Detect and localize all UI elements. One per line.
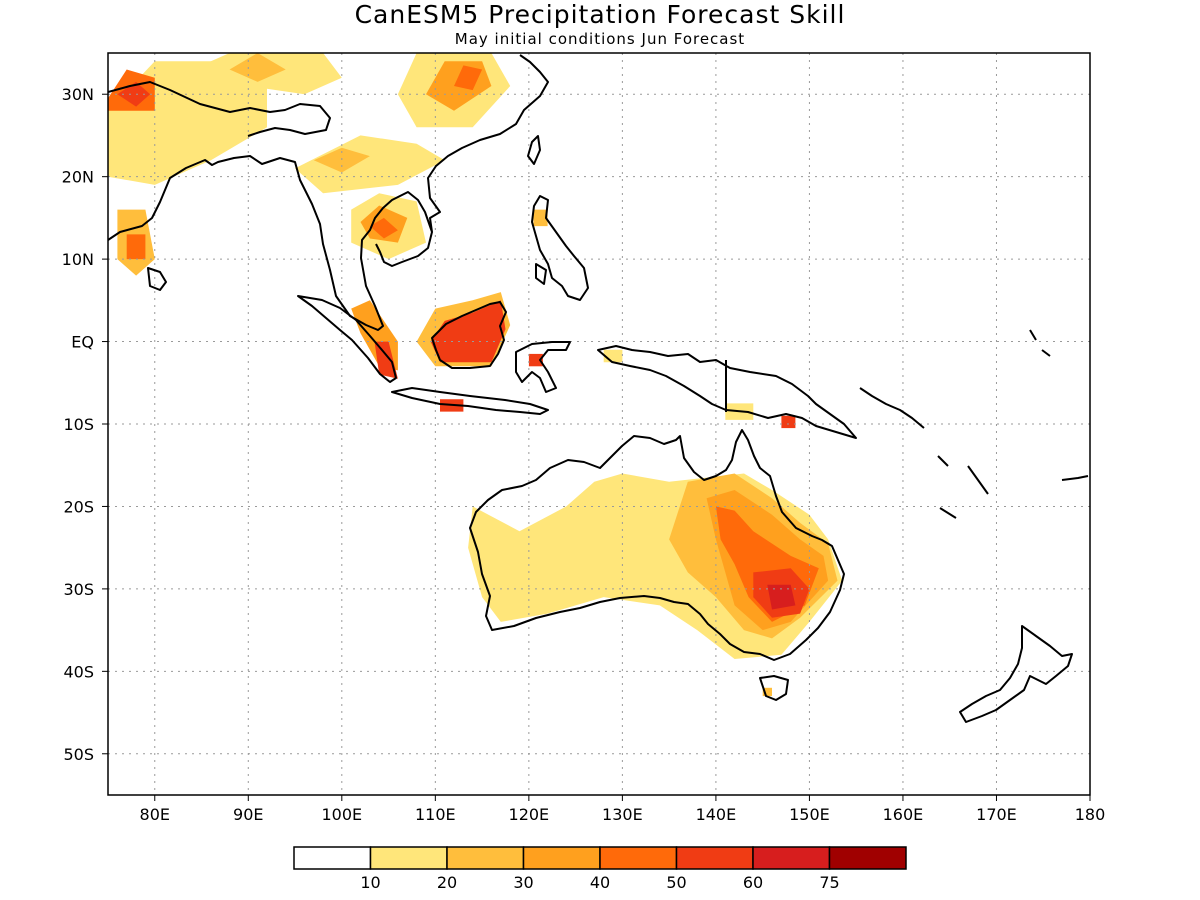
x-tick-label: 160E [883,805,924,824]
y-axis-labels: 30N 20N 10N EQ 10S 20S 30S 40S 50S [62,85,108,764]
y-tick-label: 30S [63,580,94,599]
x-tick-label: 130E [602,805,643,824]
colorbar-label: 20 [437,873,457,892]
x-axis-labels: 80E 90E 100E 110E 120E 130E 140E 150E 160E 170E 18… [140,795,1106,824]
x-tick-label: 140E [696,805,737,824]
y-tick-label: 20N [62,168,94,187]
coastline-tasmania [759,675,789,701]
gridlines [108,53,1091,795]
coastline-new-guinea [597,345,857,439]
skill-region-sumatra-16 [374,341,398,379]
y-tick-label: 30N [62,85,94,104]
colorbar-swatch [752,846,831,870]
coastline-india-border [108,81,331,137]
colorbar-swatch [446,846,525,870]
colorbar-label: 40 [590,873,610,892]
skill-region-south-china-8 [295,135,445,194]
skill-fill-layer [108,53,843,697]
colorbar-swatch [293,846,372,870]
coastline-taiwan [527,135,541,165]
skill-region-sulawesi-20 [528,353,543,367]
map-title: CanESM5 Precipitation Forecast Skill [354,0,846,29]
skill-region-south-china-9 [313,147,370,173]
colorbar-swatch [522,846,601,870]
skill-region-australia-30 [767,584,796,610]
skill-region-indochina-12 [369,217,398,239]
y-tick-label: 40S [63,662,94,681]
x-tick-label: 80E [140,805,170,824]
coastline-philippines [531,195,589,301]
coastline-borneo [431,301,507,369]
x-tick-label: 170E [976,805,1017,824]
y-tick-label: EQ [71,333,94,352]
coastline-new-zealand [959,625,1073,723]
y-tick-label: 20S [63,497,94,516]
skill-region-philippines-21 [533,209,548,227]
colorbar-label: 75 [819,873,839,892]
x-tick-label: 100E [321,805,362,824]
x-tick-label: 110E [415,805,456,824]
coastline-sumatra [297,295,397,383]
skill-region-tibet-4 [229,53,286,82]
colorbar-swatch [828,846,907,870]
y-tick-label: 50S [63,745,94,764]
skill-region-north-india-pakistan-2 [117,81,151,107]
coastline-java [391,387,549,415]
colorbar-swatch [369,846,448,870]
colorbar-swatch [599,846,678,870]
x-tick-label: 180 [1075,805,1106,824]
colorbar-label: 30 [513,873,533,892]
colorbar: 10 20 30 40 50 60 75 [293,846,907,892]
x-tick-label: 90E [233,805,263,824]
skill-region-new-guinea-24 [781,415,796,429]
skill-region-china-north-7 [454,65,483,91]
colorbar-swatch [675,846,754,870]
y-tick-label: 10N [62,250,94,269]
colorbar-label: 50 [666,873,686,892]
coastline-sulawesi [515,341,571,393]
skill-region-south-india-14 [126,234,146,260]
y-tick-label: 10S [63,415,94,434]
coastline-australia [469,429,845,661]
coastline-islands-pacific [859,329,1089,519]
coastline-layer [108,54,1089,723]
skill-region-borneo-18 [430,300,506,363]
coastline-asia-mainland [108,54,549,331]
x-tick-label: 120E [509,805,550,824]
x-tick-label: 150E [789,805,830,824]
colorbar-label: 60 [743,873,763,892]
colorbar-label: 10 [360,873,380,892]
map-subtitle: May initial conditions Jun Forecast [454,30,746,48]
